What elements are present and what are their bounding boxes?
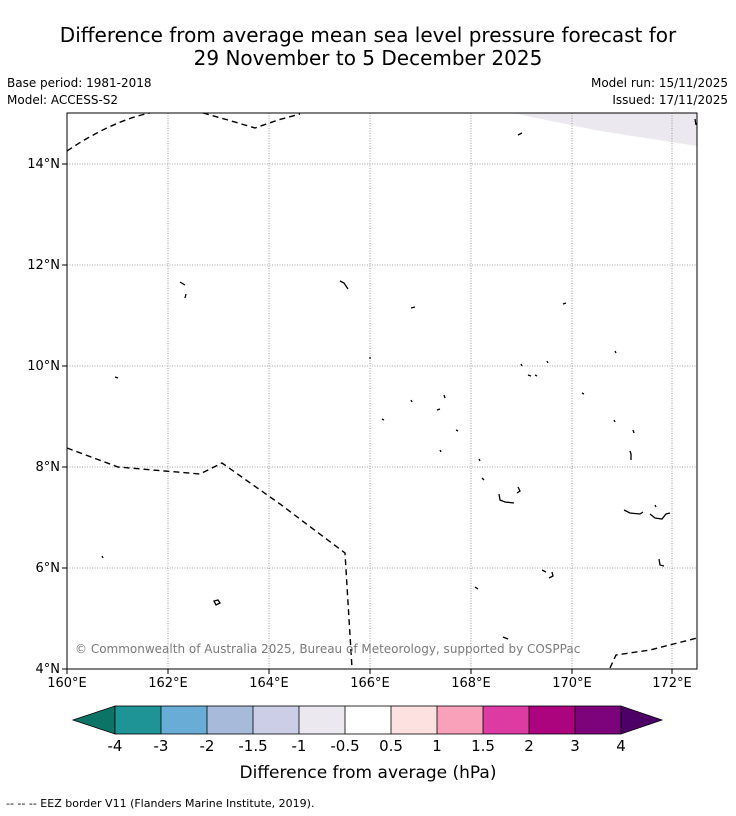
colorbar-bin — [161, 706, 207, 734]
eez-footnote: -- -- -- EEZ border V11 (Flanders Marine… — [6, 797, 315, 810]
colorbar-tick-label: -2 — [200, 737, 215, 755]
colorbar-bin — [391, 706, 437, 734]
lat-label-4n: 4°N — [36, 662, 61, 677]
lat-label-12n: 12°N — [27, 258, 60, 273]
lon-label-162e: 162°E — [148, 676, 188, 691]
graticule — [67, 113, 697, 669]
colorbar-bin — [253, 706, 299, 734]
colorbar-extend-low — [71, 705, 116, 735]
eez-borders — [66, 112, 698, 669]
colorbar-bin — [575, 706, 621, 734]
colorbar-tick-label: -1.5 — [238, 737, 267, 755]
colorbar-tick-label: 1 — [432, 737, 442, 755]
colorbar-bin — [437, 706, 483, 734]
lon-label-166e: 166°E — [350, 676, 390, 691]
colorbar-bin — [207, 706, 253, 734]
map-area — [67, 113, 697, 669]
colorbar-bin — [115, 706, 161, 734]
lon-label-172e: 172°E — [652, 676, 692, 691]
axis-ticks — [62, 163, 673, 674]
base-period: Base period: 1981-2018 — [7, 76, 152, 90]
colorbar-title: Difference from average (hPa) — [240, 763, 497, 783]
colorbar-extend-high — [620, 705, 664, 735]
colorbar-tick-label: 3 — [570, 737, 580, 755]
colorbar-bin — [483, 706, 529, 734]
colorbar-tick-label: 4 — [616, 737, 626, 755]
issued-date: Issued: 17/11/2025 — [612, 93, 728, 107]
colorbar-bin — [529, 706, 575, 734]
colorbar-bin — [345, 706, 391, 734]
colorbar-tick-label: -4 — [108, 737, 123, 755]
lat-label-8n: 8°N — [36, 460, 61, 475]
lat-label-10n: 10°N — [27, 359, 60, 374]
map-title-line2: 29 November to 5 December 2025 — [193, 46, 543, 70]
colorbar-tick-label: 2 — [524, 737, 534, 755]
colorbar-bin — [299, 706, 345, 734]
colorbar-tick-label: -3 — [154, 737, 169, 755]
model-name: Model: ACCESS-S2 — [7, 93, 119, 107]
colorbar-tick-label: -0.5 — [330, 737, 359, 755]
lon-label-168e: 168°E — [451, 676, 491, 691]
lon-label-164e: 164°E — [249, 676, 289, 691]
lon-label-160e: 160°E — [47, 676, 87, 691]
colorbar — [71, 705, 664, 735]
colorbar-tick-label: 0.5 — [379, 737, 403, 755]
map-frame — [66, 112, 698, 670]
lon-label-170e: 170°E — [552, 676, 592, 691]
copyright-notice: © Commonwealth of Australia 2025, Bureau… — [75, 642, 580, 656]
colorbar-tick-label: 1.5 — [471, 737, 495, 755]
lat-label-6n: 6°N — [36, 561, 61, 576]
islands — [101, 118, 697, 640]
lat-label-14n: 14°N — [27, 157, 60, 172]
map-title-line1: Difference from average mean sea level p… — [59, 23, 677, 47]
colorbar-tick-label: -1 — [292, 737, 307, 755]
model-run: Model run: 15/11/2025 — [590, 76, 728, 90]
pressure-anomaly-shading — [512, 113, 697, 146]
colorbar-outline — [114, 705, 622, 735]
